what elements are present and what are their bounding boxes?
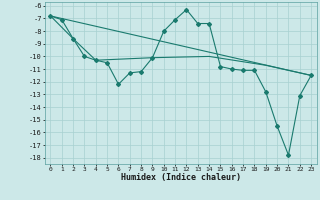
X-axis label: Humidex (Indice chaleur): Humidex (Indice chaleur) [121, 173, 241, 182]
